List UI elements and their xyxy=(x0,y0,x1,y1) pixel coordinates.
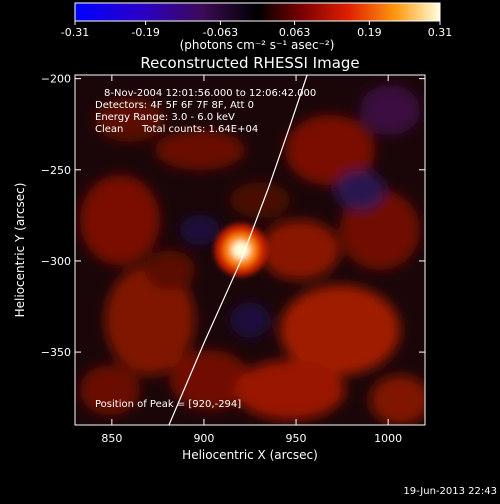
colorbar-ticks: -0.31 -0.19 -0.063 0.063 0.19 0.31 xyxy=(61,21,452,39)
time-range-text: 8-Nov-2004 12:01:56.000 to 12:06:42.000 xyxy=(104,88,316,99)
colorbar-tick-label: -0.19 xyxy=(131,26,159,39)
x-tick-label: 1000 xyxy=(374,432,402,445)
colorbar: -0.31 -0.19 -0.063 0.063 0.19 0.31 (photons c… xyxy=(61,2,452,52)
peak-position-text: Position of Peak = [920,-294] xyxy=(95,399,241,410)
flare-source xyxy=(214,224,267,276)
clean-text: Clean xyxy=(95,124,123,135)
y-axis-label: Heliocentric Y (arcsec) xyxy=(13,183,27,318)
image-area xyxy=(75,75,425,425)
chart-title: Reconstructed RHESSI Image xyxy=(140,54,359,72)
annotations: 8-Nov-2004 12:01:56.000 to 12:06:42.000 … xyxy=(95,88,316,410)
x-tick-label: 900 xyxy=(193,432,214,445)
x-tick-label: 950 xyxy=(286,432,307,445)
y-tick-label: −300 xyxy=(41,255,71,268)
y-tick-label: −200 xyxy=(41,73,71,86)
colorbar-tick-label: 0.19 xyxy=(357,26,382,39)
axis-ticks: 850 900 950 1000 −200 −250 −300 −350 xyxy=(41,73,425,445)
colorbar-gradient xyxy=(74,2,441,22)
plot-frame xyxy=(74,74,426,426)
colorbar-tick-label: -0.063 xyxy=(203,26,238,39)
y-tick-label: −350 xyxy=(41,346,71,359)
energy-range-text: Energy Range: 3.0 - 6.0 keV xyxy=(95,112,235,123)
solar-limb-line xyxy=(168,75,308,425)
x-tick-label: 850 xyxy=(101,432,122,445)
colorbar-tick-label: 0.063 xyxy=(279,26,311,39)
colorbar-unit-label: (photons cm⁻² s⁻¹ asec⁻²) xyxy=(180,38,335,52)
colorbar-tick-label: -0.31 xyxy=(61,26,89,39)
total-counts-text: Total counts: 1.64E+04 xyxy=(141,124,258,135)
detectors-text: Detectors: 4F 5F 6F 7F 8F, Att 0 xyxy=(95,100,254,111)
y-tick-label: −250 xyxy=(41,164,71,177)
x-axis-label: Heliocentric X (arcsec) xyxy=(182,448,318,462)
colorbar-tick-label: 0.31 xyxy=(428,26,453,39)
emission-blobs xyxy=(80,85,425,425)
footer-date: 19-Jun-2013 22:43 xyxy=(403,486,497,497)
